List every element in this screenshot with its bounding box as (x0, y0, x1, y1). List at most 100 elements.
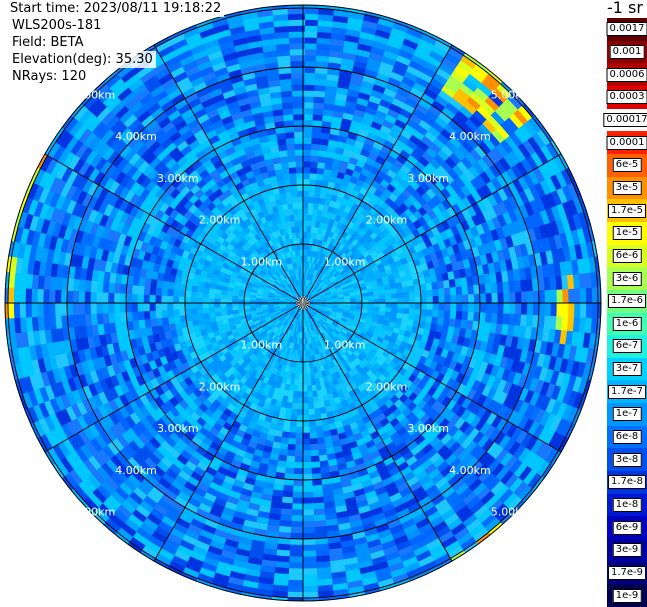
range-gate-cell (326, 306, 333, 310)
range-gate-cell (331, 310, 338, 315)
range-gate-cell (342, 344, 350, 352)
range-gate-cell (274, 321, 282, 328)
range-gate-cell (331, 232, 339, 241)
range-gate-cell (291, 318, 296, 326)
range-gate-cell (275, 343, 282, 351)
range-gate-cell (295, 426, 303, 434)
range-gate-cell (299, 291, 302, 298)
range-gate-cell (269, 259, 276, 267)
range-gate-cell (231, 295, 239, 300)
range-gate-cell (290, 274, 295, 282)
range-gate-cell (273, 308, 281, 313)
range-gate-cell (280, 318, 287, 325)
range-gate-cell (290, 509, 303, 516)
range-gate-cell (271, 326, 278, 333)
range-gate-cell (315, 314, 321, 321)
range-gate-cell (278, 316, 285, 322)
range-gate-cell (322, 323, 329, 330)
range-gate-cell (267, 304, 274, 307)
range-gate-cell (327, 326, 335, 333)
range-gate-cell (290, 342, 295, 350)
range-gate-cell (322, 267, 328, 275)
range-gate-cell (311, 274, 316, 282)
range-gate-cell (351, 322, 359, 328)
range-gate-cell (269, 267, 276, 274)
range-gate-cell (296, 261, 300, 268)
range-gate-cell (308, 303, 316, 306)
range-gate-cell (119, 292, 127, 303)
range-gate-cell (295, 255, 299, 263)
range-gate-cell (295, 319, 299, 327)
range-gate-cell (304, 284, 306, 292)
range-gate-cell (304, 291, 308, 298)
range-gate-cell (336, 325, 344, 332)
range-gate-cell (308, 297, 315, 301)
range-gate-cell (261, 276, 269, 283)
range-gate-cell (359, 332, 367, 340)
range-gate-cell (367, 306, 375, 311)
range-gate-cell (266, 359, 274, 367)
range-gate-cell (282, 312, 289, 318)
range-gate-cell (314, 276, 320, 284)
range-gate-cell (331, 293, 339, 298)
range-gate-cell (280, 291, 288, 296)
range-gate-cell (258, 283, 266, 289)
range-gate-cell (309, 367, 315, 375)
range-gate-cell (352, 281, 360, 287)
range-gate-cell (309, 267, 313, 275)
range-gate-cell (334, 327, 342, 334)
range-gate-cell (352, 332, 360, 340)
range-gate-cell (291, 304, 298, 307)
range-gate-cell (250, 288, 258, 294)
range-gate-cell (286, 294, 293, 299)
range-gate-cell (329, 275, 336, 281)
range-gate-cell (329, 288, 337, 293)
range-gate-cell (293, 331, 297, 339)
range-gate-cell (307, 273, 311, 281)
range-gate-cell (289, 275, 294, 282)
range-gate-cell (311, 256, 316, 264)
range-gate-cell (276, 322, 283, 329)
range-gate-cell (273, 296, 280, 300)
range-gate-cell (269, 276, 276, 283)
range-gate-cell (301, 544, 316, 552)
range-gate-cell (231, 302, 239, 307)
range-gate-cell (318, 333, 324, 341)
range-gate-cell (291, 305, 298, 308)
range-gate-cell (300, 332, 303, 339)
range-gate-cell (314, 306, 321, 310)
range-gate-cell (259, 330, 267, 337)
range-gate-cell (291, 299, 298, 302)
range-gate-cell (339, 319, 347, 325)
range-gate-cell (304, 284, 307, 292)
range-gate-cell (300, 278, 303, 286)
range-gate-cell (312, 324, 317, 331)
range-gate-cell (331, 291, 338, 296)
range-gate-cell (260, 321, 268, 327)
range-gate-cell (244, 269, 253, 277)
range-gate-cell (289, 324, 294, 331)
range-gate-cell (286, 276, 292, 284)
range-gate-cell (313, 307, 320, 312)
range-gate-cell (303, 90, 316, 97)
range-gate-cell (271, 283, 279, 289)
range-gate-cell (290, 515, 303, 522)
range-gate-cell (352, 267, 360, 274)
range-gate-cell (326, 296, 333, 300)
range-gate-cell (240, 279, 249, 285)
range-gate-cell (298, 255, 302, 262)
range-gate-cell (292, 280, 296, 288)
range-gate-cell (313, 294, 320, 299)
range-gate-cell (272, 281, 280, 287)
range-gate-cell (277, 276, 284, 283)
range-gate-cell (368, 324, 377, 332)
range-gate-cell (372, 290, 380, 297)
range-gate-cell (327, 283, 335, 289)
range-gate-cell (316, 314, 322, 320)
range-gate-cell (296, 279, 300, 286)
range-gate-cell (278, 324, 285, 331)
range-gate-cell (342, 254, 350, 262)
range-gate-cell (294, 279, 298, 287)
range-gate-cell (367, 291, 375, 297)
range-gate-cell (306, 307, 312, 313)
